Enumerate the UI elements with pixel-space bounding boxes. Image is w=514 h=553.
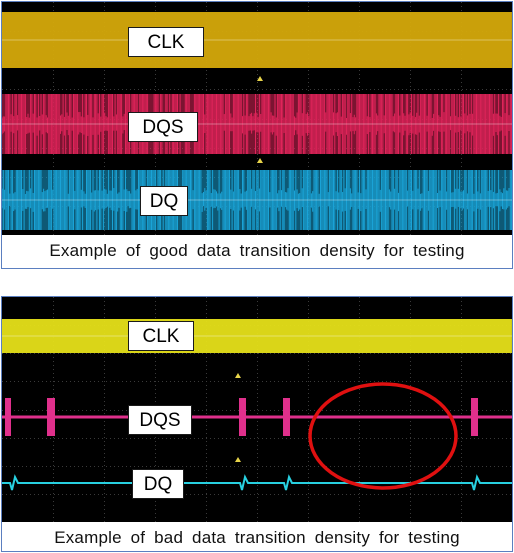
bad-scope-svg [2, 297, 512, 522]
bad-caption: Example of bad data transition density f… [54, 528, 460, 547]
bad-clk-label: CLK [128, 321, 194, 351]
good-trigger-markers [257, 76, 263, 163]
bad-transition-panel: CLK DQS DQ Example of bad data transitio… [1, 296, 513, 552]
bad-dqs-label: DQS [128, 405, 192, 435]
highlight-circle [308, 382, 458, 490]
good-clk-label: CLK [128, 27, 204, 57]
bad-dqs-trace [2, 398, 512, 436]
good-caption: Example of good data transition density … [49, 241, 465, 260]
bad-dq-label: DQ [132, 469, 184, 499]
good-oscilloscope-display: CLK DQS DQ [2, 2, 512, 235]
bad-oscilloscope-display: CLK DQS DQ [2, 297, 512, 522]
good-dqs-trace [2, 94, 512, 154]
good-dq-label: DQ [140, 186, 188, 216]
good-transition-panel: CLK DQS DQ Example of good data transiti… [1, 1, 513, 269]
good-dqs-label: DQS [128, 112, 198, 142]
bad-dq-trace [2, 474, 512, 491]
bad-clk-trace [2, 319, 512, 353]
bad-trigger-markers [235, 373, 241, 462]
good-dq-trace [2, 170, 512, 230]
good-clk-trace [2, 12, 512, 68]
good-scope-svg [2, 2, 512, 235]
